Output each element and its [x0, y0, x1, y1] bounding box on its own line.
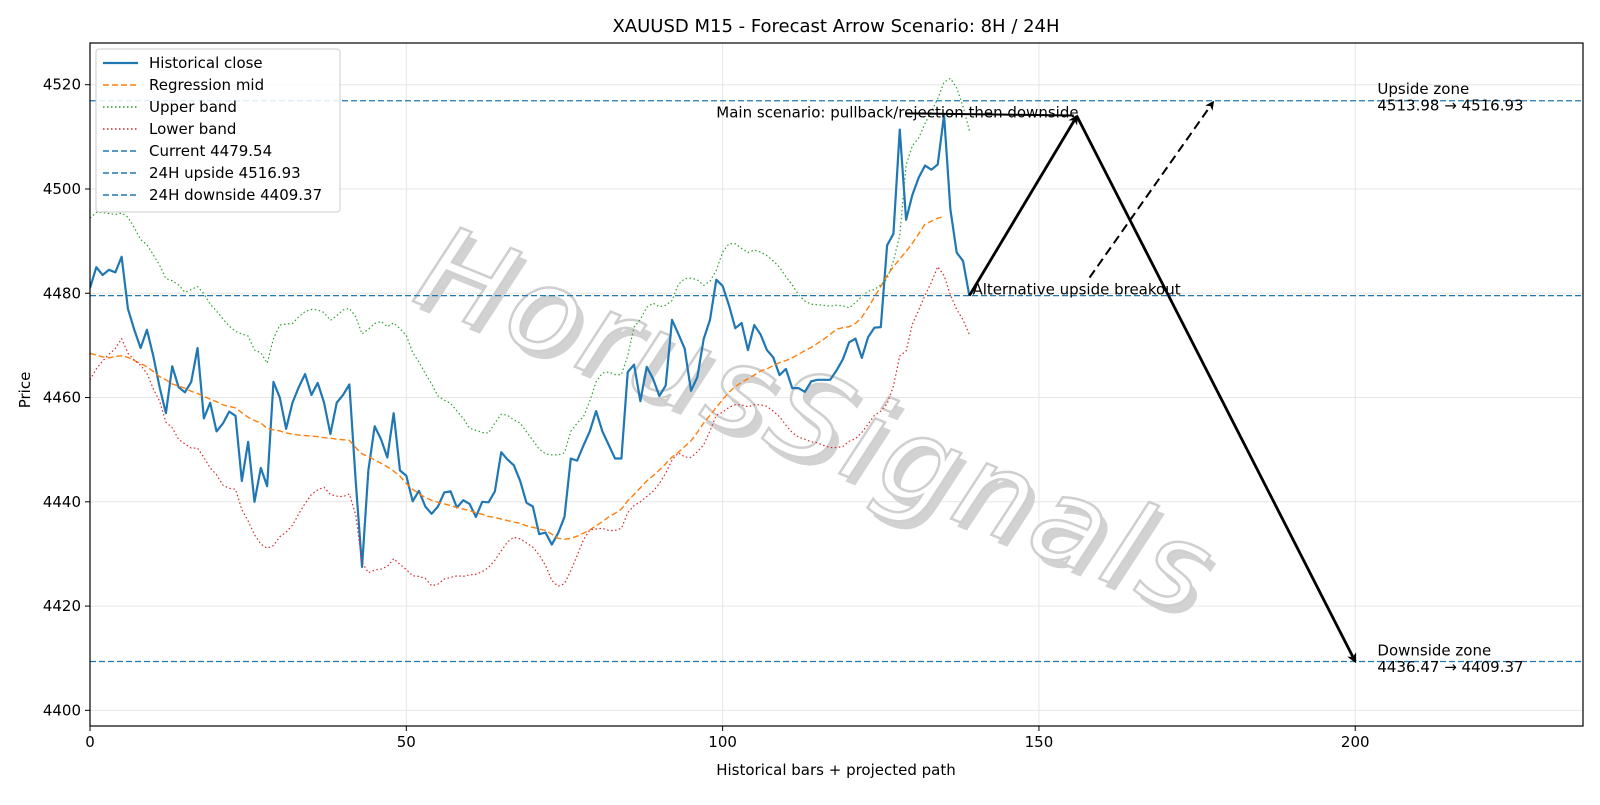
- x-tick-label: 0: [85, 733, 95, 751]
- legend-label-lower-band: Lower band: [149, 120, 236, 138]
- series-upper-band: [90, 77, 970, 456]
- grid-lines: [89, 43, 1583, 726]
- forecast-arrow-3: [1088, 100, 1215, 279]
- y-tick-label: 4440: [43, 493, 81, 511]
- legend: Historical close Regression mid Upper ba…: [95, 48, 341, 213]
- series-lower-band: [90, 266, 970, 587]
- x-tick-label: 50: [397, 733, 416, 751]
- x-tick-label: 150: [1025, 733, 1054, 751]
- annotation-upside-zone-range: 4513.98 → 4516.93: [1377, 96, 1523, 114]
- annotation-alt-scenario: Alternative upside breakout: [973, 280, 1181, 298]
- series-lines: [90, 77, 971, 587]
- annotation-main-scenario: Main scenario: pullback/rejection then d…: [716, 104, 1078, 122]
- y-tick-label: 4400: [43, 701, 81, 719]
- x-axis-label: Historical bars + projected path: [716, 761, 956, 779]
- y-axis-ticks: 4400 4420 4440 4460 4480 4500 4520: [43, 76, 90, 719]
- x-axis-ticks: 0 50 100 150 200: [85, 726, 1370, 751]
- x-tick-label: 200: [1341, 733, 1370, 751]
- legend-box: [95, 48, 341, 213]
- legend-label-historical-close: Historical close: [149, 54, 263, 72]
- annotations: Main scenario: pullback/rejection then d…: [716, 80, 1523, 676]
- y-tick-label: 4520: [43, 76, 81, 94]
- forecast-arrow-2: [1075, 115, 1357, 664]
- plot-frame: [89, 42, 1584, 727]
- scenario-arrows: [906, 100, 1357, 664]
- series-historical-close: [90, 113, 971, 569]
- x-tick-label: 100: [708, 733, 737, 751]
- legend-label-regression-mid: Regression mid: [149, 76, 264, 94]
- y-tick-label: 4420: [43, 597, 81, 615]
- y-tick-label: 4480: [43, 284, 81, 302]
- legend-label-upper-band: Upper band: [149, 98, 237, 116]
- chart-title: XAUUSD M15 - Forecast Arrow Scenario: 8H…: [612, 16, 1059, 37]
- y-axis-label: Price: [16, 372, 34, 409]
- legend-label-24h-downside: 24H downside 4409.37: [149, 186, 322, 204]
- forecast-arrow-1: [968, 114, 1079, 297]
- series-regression-mid: [90, 215, 945, 541]
- y-tick-label: 4500: [43, 180, 81, 198]
- annotation-downside-zone-range: 4436.47 → 4409.37: [1377, 658, 1523, 676]
- legend-label-24h-upside: 24H upside 4516.93: [149, 164, 301, 182]
- legend-label-current: Current 4479.54: [149, 142, 272, 160]
- y-tick-label: 4460: [43, 389, 81, 407]
- annotation-upside-zone-title: Upside zone: [1377, 80, 1469, 98]
- annotation-downside-zone-title: Downside zone: [1377, 642, 1491, 660]
- scenario-pointer-line: [906, 112, 1074, 117]
